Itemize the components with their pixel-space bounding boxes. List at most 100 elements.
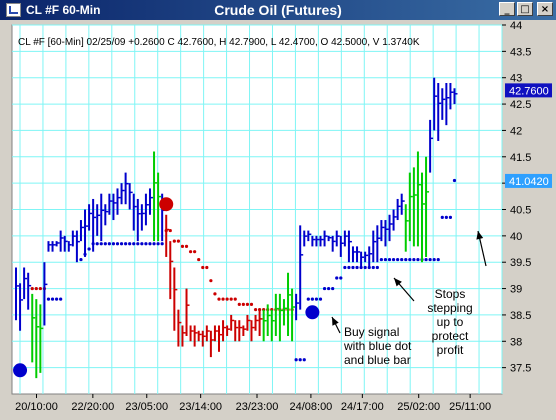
stop-dot (111, 242, 116, 246)
buy-signal-arrow-head (332, 317, 339, 326)
stop-dot (99, 242, 103, 246)
stop-dot (172, 239, 176, 243)
last-price-label: 42.7600 (509, 85, 549, 97)
x-tick-label: 24/08:00 (289, 401, 332, 413)
x-tick-label: 25/11:00 (449, 401, 491, 413)
stop-dot (371, 265, 375, 270)
x-tick-label: 23/14:00 (179, 401, 222, 413)
maximize-button[interactable]: □ (517, 2, 533, 16)
info-line: CL #F [60-Min] 02/25/09 +0.2600 C 42.760… (18, 37, 420, 48)
stop-dot (355, 265, 359, 270)
stop-dot (322, 286, 327, 291)
y-tick-label: 39.5 (510, 257, 531, 269)
stop-dot (404, 257, 408, 262)
grid-lines (12, 24, 503, 394)
stop-dot (233, 297, 237, 301)
stop-dot (314, 297, 319, 301)
stop-dot (95, 242, 99, 246)
stop-dot (339, 276, 343, 280)
stop-dot (408, 257, 412, 262)
stop-dot (363, 265, 367, 270)
chart-window-icon (6, 3, 21, 17)
stop-dot (184, 244, 189, 248)
signal-markers (13, 197, 320, 378)
buy-signal-marker (305, 305, 320, 320)
stop-dot (237, 302, 241, 306)
stop-dot (34, 286, 38, 291)
stop-dot (444, 215, 448, 220)
y-tick-label: 41.5 (510, 152, 531, 164)
stop-dot (229, 297, 233, 301)
stop-dot (245, 302, 250, 306)
stop-dot (440, 215, 444, 220)
stop-dot (331, 286, 335, 291)
last-price-label-bg (505, 83, 552, 98)
stop-dot (107, 242, 111, 246)
stops-annotation-line: protect (432, 329, 469, 343)
stop-dot (209, 279, 213, 283)
stop-dot (375, 265, 379, 270)
stop-dot (180, 244, 185, 248)
stop-dot (335, 276, 339, 280)
stop-dot (38, 286, 42, 291)
stop-dot (416, 257, 420, 262)
stop-dot (225, 297, 229, 301)
stop-dot (424, 257, 428, 262)
stop-dot (298, 358, 302, 362)
stop-dot (115, 242, 120, 246)
stop-dot (205, 265, 209, 270)
window-controls: _ □ × (499, 2, 553, 16)
y-tick-label: 44 (510, 21, 522, 32)
y-tick-label: 40.5 (510, 205, 531, 217)
stop-dot (55, 297, 59, 301)
x-axis: 20/10:00 22/20:00 23/05:00 23/14:00 23/23:00… (15, 394, 491, 413)
buy-signal-annotation-line: Buy signal (344, 325, 399, 339)
stops-annotation-line: Stops (435, 287, 466, 301)
stop-dot (347, 265, 351, 270)
y-tick-label: 38.5 (510, 310, 531, 322)
stops-arrow-left-head (394, 278, 402, 287)
stop-dot (306, 297, 310, 301)
stop-dot (391, 257, 396, 262)
stop-dot (79, 257, 83, 262)
stop-dot (148, 242, 152, 246)
stop-dot (302, 358, 306, 362)
price-chart[interactable]: 37.53838.53939.54040.54141.54242.54343.5… (2, 21, 554, 418)
stop-dot (124, 242, 128, 246)
x-tick-label: 24/17:00 (341, 401, 384, 413)
stop-dot (294, 358, 298, 362)
stop-dot (128, 242, 132, 246)
buy-signal-marker (13, 363, 28, 378)
minimize-button[interactable]: _ (499, 2, 515, 16)
buy-signal-annotation-line: and blue bar (344, 353, 411, 367)
stops-annotation-line: up to (437, 315, 464, 329)
y-tick-label: 43.5 (510, 46, 531, 58)
chart-frame: 37.53838.53939.54040.54141.54242.54343.5… (2, 21, 554, 418)
stop-dot (241, 302, 245, 306)
stop-dot (168, 228, 172, 233)
stop-dot (160, 242, 164, 246)
y-tick-label: 37.5 (510, 363, 531, 375)
stop-dot (221, 297, 225, 301)
stop-dot (46, 297, 51, 301)
stop-dot (436, 257, 440, 262)
window-titlebar: CL #F 60-Min Crude Oil (Futures) _ □ × (0, 0, 556, 20)
stop-dot (152, 242, 156, 246)
stop-dot (432, 257, 436, 262)
y-tick-label: 40 (510, 231, 522, 243)
stop-dot (351, 265, 355, 270)
price-bars (15, 77, 458, 379)
stop-dot (428, 257, 432, 262)
stop-price-label: 41.0420 (509, 176, 549, 188)
stop-dot (217, 297, 221, 301)
close-button[interactable]: × (537, 2, 553, 16)
y-tick-label: 38 (510, 336, 522, 348)
stop-dot (343, 265, 347, 270)
stop-dot (132, 242, 136, 246)
stop-dot (253, 308, 258, 312)
stops-annotation-line: profit (437, 343, 464, 357)
x-tick-label: 23/23:00 (236, 401, 279, 413)
stop-dot (87, 247, 91, 251)
stop-dot (197, 257, 201, 262)
stop-dot (396, 257, 400, 262)
